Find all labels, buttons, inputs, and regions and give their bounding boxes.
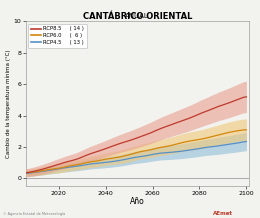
Legend: RCP8.5     ( 14 ), RCP6.0     (  6 ), RCP4.5     ( 13 ): RCP8.5 ( 14 ), RCP6.0 ( 6 ), RCP4.5 ( 13… (28, 24, 87, 48)
Y-axis label: Cambio de la temperatura mínima (°C): Cambio de la temperatura mínima (°C) (5, 49, 11, 158)
X-axis label: Año: Año (130, 197, 145, 206)
Title: CANTÁBRICO ORIENTAL: CANTÁBRICO ORIENTAL (83, 12, 192, 21)
Text: AEmet: AEmet (213, 211, 233, 216)
Text: ANUAL: ANUAL (125, 14, 149, 19)
Text: © Agencia Estatal de Meteorología: © Agencia Estatal de Meteorología (3, 212, 65, 216)
